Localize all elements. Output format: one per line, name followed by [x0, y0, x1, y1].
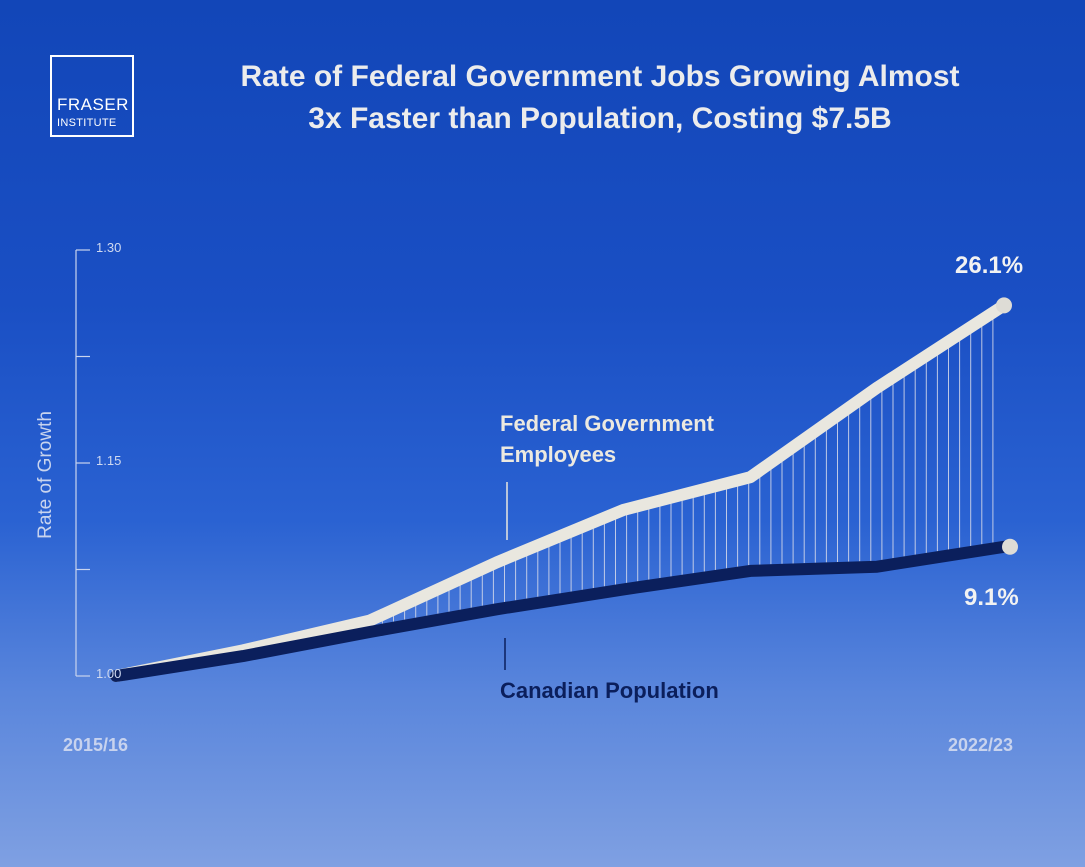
chart-title-line-2: 3x Faster than Population, Costing $7.5B: [308, 102, 892, 135]
data-label-population-end: 9.1%: [964, 584, 1019, 611]
series-label-government: Federal Government Employees: [500, 408, 714, 470]
x-tick-label-start: 2015/16: [63, 735, 129, 755]
y-tick-label: 1.15: [96, 453, 122, 468]
series-label-government-line-1: Federal Government: [500, 411, 714, 436]
series-end-point-population: [1002, 538, 1018, 555]
y-tick-label: 1.00: [96, 666, 122, 681]
series-line-government: [110, 299, 1010, 682]
y-axis-ticks: [76, 249, 90, 677]
chart-title-line-1: Rate of Federal Government Jobs Growing …: [240, 60, 960, 93]
series-label-population: Canadian Population: [500, 678, 719, 703]
data-label-government-end: 26.1%: [955, 252, 1024, 279]
gap-hatch: [259, 318, 994, 653]
fraser-institute-logo: FRASER INSTITUTE: [50, 55, 134, 137]
series-line-population: [110, 540, 1010, 682]
y-tick-label: 1.30: [96, 240, 122, 255]
x-tick-label-end: 2022/23: [948, 735, 1014, 755]
series-label-government-line-2: Employees: [500, 442, 617, 467]
logo-line-2: INSTITUTE: [57, 117, 117, 129]
chart-title: Rate of Federal Government Jobs Growing …: [150, 56, 1050, 140]
logo-line-1: FRASER: [57, 95, 129, 114]
series-end-point-government: [996, 297, 1012, 314]
